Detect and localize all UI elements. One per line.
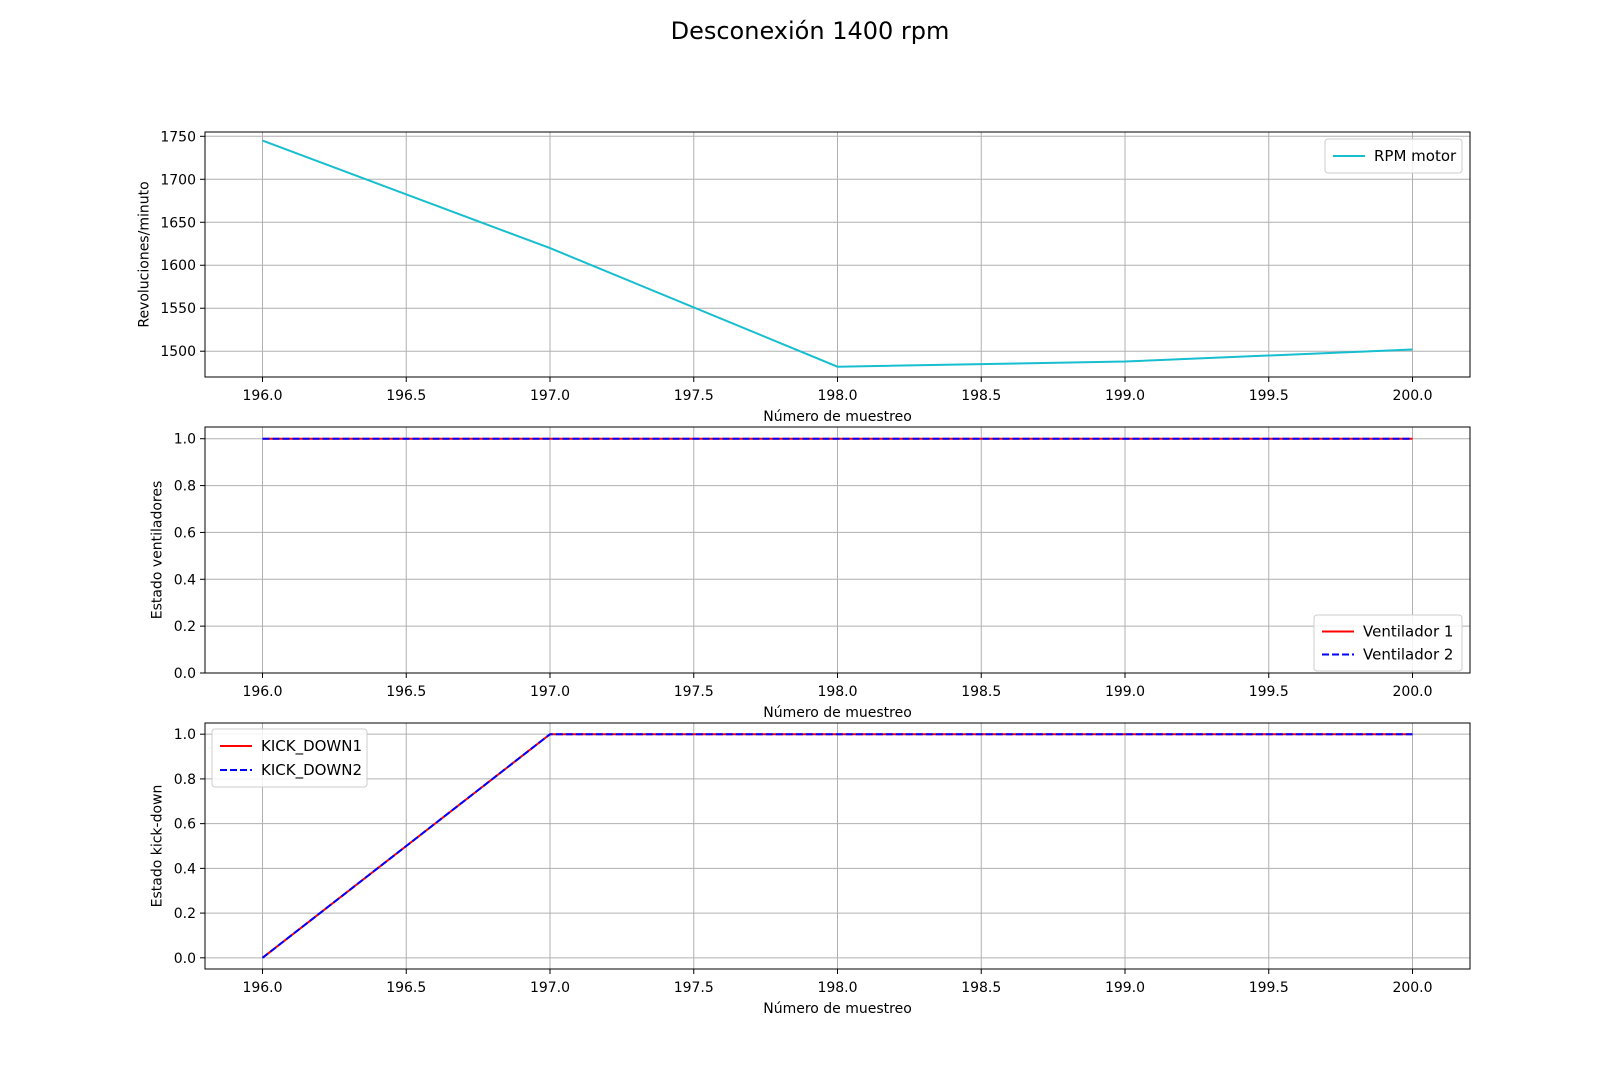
y-tick-label: 0.0 [174, 951, 196, 967]
x-tick-label: 197.0 [530, 980, 570, 996]
y-tick-label: 0.2 [174, 906, 196, 922]
x-tick-label: 198.0 [817, 684, 857, 700]
x-tick-label: 196.5 [386, 684, 426, 700]
x-tick-label: 200.0 [1392, 980, 1432, 996]
x-tick-label: 199.0 [1105, 684, 1145, 700]
x-tick-label: 199.0 [1105, 980, 1145, 996]
legend-label: KICK_DOWN1 [261, 737, 362, 756]
x-tick-label: 197.5 [674, 684, 714, 700]
subplot-1: 196.0 196.5 197.0 197.5 198.0 198.5 199.0 199.5… [136, 129, 1471, 425]
x-tick-label: 197.0 [530, 684, 570, 700]
y-tick-label: 1600 [160, 258, 196, 274]
x-tick-label: 197.5 [674, 388, 714, 404]
x-tick-label: 198.5 [961, 388, 1001, 404]
legend-label: KICK_DOWN2 [261, 761, 362, 780]
y-tick-label: 0.4 [174, 572, 196, 588]
x-tick-label: 196.0 [242, 980, 282, 996]
x-tick-label: 196.5 [386, 980, 426, 996]
x-tick-label: 199.5 [1249, 388, 1289, 404]
y-axis-label: Estado ventiladores [150, 481, 166, 620]
y-tick-label: 1500 [160, 344, 196, 360]
y-tick-label: 0.8 [174, 772, 196, 788]
legend-label: RPM motor [1374, 147, 1457, 165]
x-tick-label: 197.0 [530, 388, 570, 404]
y-tick-label: 0.8 [174, 479, 196, 495]
x-tick-label: 196.5 [386, 388, 426, 404]
y-tick-label: 1700 [160, 172, 196, 188]
legend: KICK_DOWN1 KICK_DOWN2 [211, 728, 368, 788]
x-tick-label: 199.0 [1105, 388, 1145, 404]
x-axis-label: Número de muestreo [763, 1001, 912, 1017]
x-tick-label: 200.0 [1392, 388, 1432, 404]
subplot-2: 196.0 196.5 197.0 197.5 198.0 198.5 199.0 199.5… [150, 426, 1471, 721]
x-tick-label: 196.0 [242, 684, 282, 700]
x-axis-label: Número de muestreo [763, 409, 912, 425]
legend-label: Ventilador 2 [1363, 646, 1453, 664]
subplot-3: 196.0 196.5 197.0 197.5 198.0 198.5 199.0 199.5… [150, 722, 1471, 1017]
y-tick-label: 1550 [160, 301, 196, 317]
x-tick-label: 199.5 [1249, 684, 1289, 700]
y-tick-label: 0.2 [174, 619, 196, 635]
y-tick-label: 0.6 [174, 525, 196, 541]
x-tick-label: 198.0 [817, 980, 857, 996]
x-tick-label: 198.0 [817, 388, 857, 404]
legend: RPM motor [1324, 138, 1463, 174]
figure-title: Desconexión 1400 rpm [670, 17, 950, 45]
x-tick-label: 197.5 [674, 980, 714, 996]
axes-frame [204, 722, 1471, 970]
legend-box [1324, 138, 1463, 174]
legend-label: Ventilador 1 [1363, 623, 1453, 641]
y-axis-label: Revoluciones/minuto [136, 181, 152, 327]
series-line-2 [261, 733, 1413, 959]
legend: Ventilador 1 Ventilador 2 [1313, 614, 1463, 672]
series-line-1 [262, 139, 1413, 368]
x-tick-label: 196.0 [242, 388, 282, 404]
y-axis-label: Estado kick-down [150, 785, 166, 908]
x-tick-label: 198.5 [961, 684, 1001, 700]
y-tick-label: 0.6 [174, 817, 196, 833]
y-tick-label: 1750 [160, 129, 196, 145]
axes-frame [204, 426, 1471, 674]
x-axis-label: Número de muestreo [763, 705, 912, 721]
y-tick-label: 1650 [160, 215, 196, 231]
x-tick-label: 200.0 [1392, 684, 1432, 700]
legend-box [1313, 614, 1463, 672]
x-tick-label: 199.5 [1249, 980, 1289, 996]
x-tick-label: 198.5 [961, 980, 1001, 996]
y-tick-label: 0.4 [174, 861, 196, 877]
legend-box [211, 728, 368, 788]
axes-frame [204, 131, 1471, 378]
y-tick-label: 0.0 [174, 666, 196, 682]
y-tick-label: 1.0 [174, 727, 196, 743]
y-tick-label: 1.0 [174, 432, 196, 448]
